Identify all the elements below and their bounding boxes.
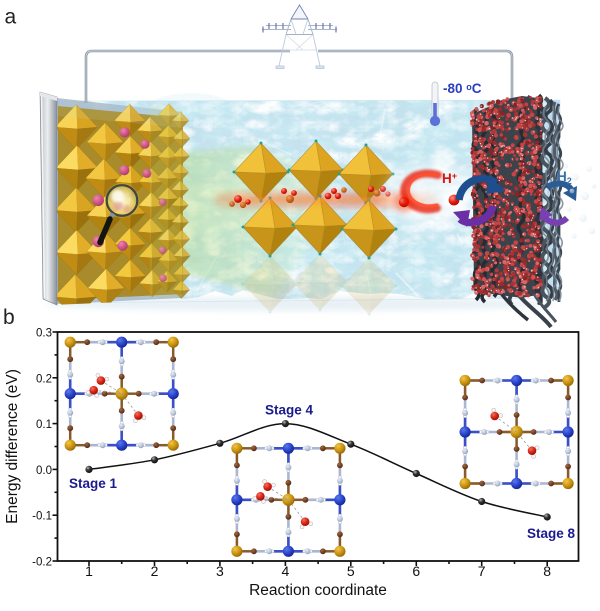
svg-text:Energy difference (eV): Energy difference (eV) [4, 369, 21, 524]
svg-text:4: 4 [282, 563, 290, 579]
svg-text:0.0: 0.0 [36, 465, 52, 477]
svg-text:-0.1: -0.1 [32, 511, 52, 523]
svg-text:5: 5 [347, 563, 355, 579]
svg-text:-0.2: -0.2 [32, 557, 52, 569]
svg-text:3: 3 [216, 563, 224, 579]
svg-text:0.3: 0.3 [36, 328, 52, 340]
svg-text:Stage 1: Stage 1 [69, 476, 118, 491]
svg-text:a: a [5, 6, 17, 29]
svg-text:6: 6 [412, 563, 420, 579]
svg-text:-80 oC: -80 oC [443, 81, 482, 96]
svg-text:8: 8 [543, 563, 551, 579]
svg-text:1: 1 [85, 563, 93, 579]
svg-text:2: 2 [151, 563, 159, 579]
svg-text:Stage 4: Stage 4 [265, 403, 314, 418]
svg-text:0.2: 0.2 [36, 373, 52, 385]
svg-text:Reaction coordinate: Reaction coordinate [249, 582, 387, 599]
svg-text:0.1: 0.1 [36, 419, 52, 431]
svg-text:b: b [3, 306, 15, 329]
svg-text:Stage 8: Stage 8 [527, 526, 576, 541]
svg-text:7: 7 [478, 563, 486, 579]
